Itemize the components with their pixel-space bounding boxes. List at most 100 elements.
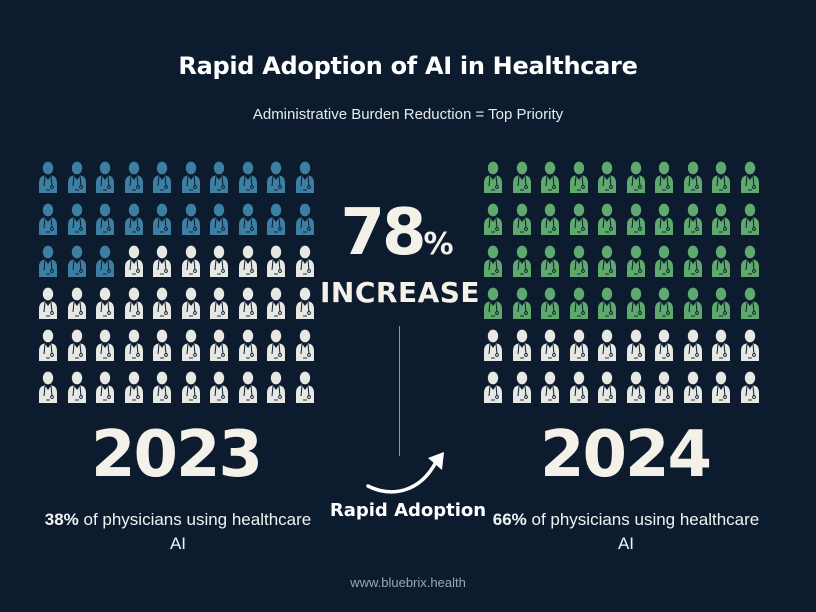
doctor-icon <box>482 160 504 194</box>
doctor-icon <box>511 202 533 236</box>
doctor-icon <box>208 244 230 278</box>
doctor-icon <box>265 328 287 362</box>
doctor-icon <box>265 244 287 278</box>
doctor-icon <box>653 160 675 194</box>
doctor-icon <box>294 370 316 404</box>
doctor-icon <box>682 160 704 194</box>
doctor-icon <box>739 328 761 362</box>
doctor-icon <box>94 202 116 236</box>
year-2024-label: 2024 <box>539 418 712 492</box>
physician-grid-2024 <box>482 160 762 410</box>
doctor-icon <box>66 328 88 362</box>
doctor-icon <box>66 370 88 404</box>
doctor-icon <box>123 202 145 236</box>
doctor-icon <box>180 328 202 362</box>
physician-grid-2023 <box>37 160 317 410</box>
doctor-icon <box>37 202 59 236</box>
doctor-icon <box>539 370 561 404</box>
doctor-icon <box>294 160 316 194</box>
doctor-icon <box>653 202 675 236</box>
year-2023-label: 2023 <box>90 418 263 492</box>
doctor-icon <box>739 286 761 320</box>
doctor-icon <box>208 328 230 362</box>
divider-line <box>399 326 400 456</box>
doctor-icon <box>739 202 761 236</box>
doctor-icon <box>151 160 173 194</box>
doctor-icon <box>94 328 116 362</box>
doctor-icon <box>265 202 287 236</box>
doctor-icon <box>151 244 173 278</box>
stat-2024-text: of physicians using healthcare AI <box>526 510 760 553</box>
doctor-icon <box>94 370 116 404</box>
doctor-icon <box>625 160 647 194</box>
increase-label: INCREASE <box>320 276 481 309</box>
doctor-icon <box>66 160 88 194</box>
doctor-icon <box>682 286 704 320</box>
doctor-icon <box>208 202 230 236</box>
doctor-icon <box>237 286 259 320</box>
doctor-icon <box>710 328 732 362</box>
doctor-icon <box>596 286 618 320</box>
doctor-icon <box>180 286 202 320</box>
stat-2023-percent: 38% <box>44 510 79 529</box>
doctor-icon <box>482 244 504 278</box>
doctor-icon <box>710 370 732 404</box>
doctor-icon <box>511 328 533 362</box>
doctor-icon <box>265 370 287 404</box>
doctor-icon <box>151 202 173 236</box>
doctor-icon <box>123 328 145 362</box>
doctor-icon <box>94 160 116 194</box>
doctor-icon <box>511 160 533 194</box>
doctor-icon <box>265 160 287 194</box>
doctor-icon <box>596 202 618 236</box>
doctor-icon <box>539 244 561 278</box>
increase-percent: 78% <box>327 196 467 270</box>
doctor-icon <box>180 370 202 404</box>
doctor-icon <box>294 244 316 278</box>
doctor-icon <box>625 202 647 236</box>
doctor-icon <box>625 328 647 362</box>
doctor-icon <box>625 244 647 278</box>
page-title: Rapid Adoption of AI in Healthcare <box>178 52 638 80</box>
doctor-icon <box>710 286 732 320</box>
doctor-icon <box>739 244 761 278</box>
doctor-icon <box>482 370 504 404</box>
doctor-icon <box>123 370 145 404</box>
doctor-icon <box>739 370 761 404</box>
doctor-icon <box>37 160 59 194</box>
doctor-icon <box>294 328 316 362</box>
doctor-icon <box>710 244 732 278</box>
doctor-icon <box>66 286 88 320</box>
stat-2024: 66% of physicians using healthcare AI <box>486 508 766 556</box>
doctor-icon <box>596 370 618 404</box>
doctor-icon <box>265 286 287 320</box>
doctor-icon <box>511 244 533 278</box>
doctor-icon <box>482 202 504 236</box>
doctor-icon <box>482 328 504 362</box>
doctor-icon <box>237 244 259 278</box>
doctor-icon <box>539 286 561 320</box>
footer-url: www.bluebrix.health <box>350 575 466 590</box>
curved-arrow-icon <box>364 448 448 500</box>
doctor-icon <box>596 160 618 194</box>
doctor-icon <box>237 370 259 404</box>
doctor-icon <box>596 328 618 362</box>
doctor-icon <box>37 244 59 278</box>
doctor-icon <box>682 202 704 236</box>
doctor-icon <box>539 160 561 194</box>
doctor-icon <box>710 202 732 236</box>
doctor-icon <box>511 286 533 320</box>
doctor-icon <box>568 160 590 194</box>
doctor-icon <box>37 328 59 362</box>
doctor-icon <box>237 202 259 236</box>
doctor-icon <box>568 244 590 278</box>
doctor-icon <box>682 370 704 404</box>
doctor-icon <box>482 286 504 320</box>
doctor-icon <box>539 328 561 362</box>
doctor-icon <box>682 328 704 362</box>
doctor-icon <box>37 370 59 404</box>
doctor-icon <box>151 328 173 362</box>
doctor-icon <box>682 244 704 278</box>
increase-percent-symbol: % <box>423 227 454 262</box>
doctor-icon <box>237 328 259 362</box>
